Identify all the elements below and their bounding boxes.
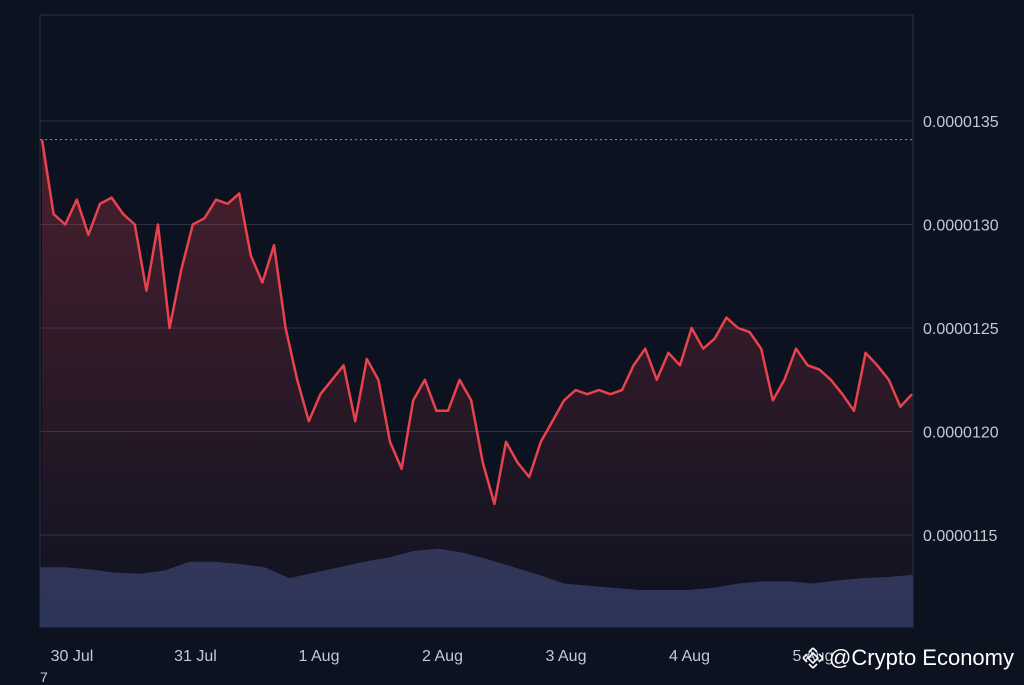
price-area-fill [42, 139, 912, 627]
x-tick-label: 5 Aug [793, 648, 834, 665]
y-tick-label: 0.0000120 [923, 425, 999, 442]
x-tick-label: 30 Jul [51, 648, 94, 665]
price-area [42, 139, 912, 627]
y-axis-ticks: 0.0000135 0.0000130 0.0000125 0.0000120 0.00… [923, 114, 999, 545]
watermark: @Crypto Economy [801, 645, 1014, 671]
x-tick-label: 4 Aug [669, 648, 710, 665]
price-series-line [40, 139, 913, 506]
x-tick-label: 3 Aug [546, 648, 587, 665]
y-tick-label: 0.0000125 [923, 321, 999, 338]
y-tick-label: 0.0000115 [923, 528, 998, 545]
y-tick-label: 0.0000130 [923, 218, 999, 235]
x-tick-label: 2 Aug [422, 648, 463, 665]
x-tick-label: 31 Jul [174, 648, 217, 665]
y-tick-label: 0.0000135 [923, 114, 999, 131]
price-line [40, 139, 913, 506]
footnote: 7 [40, 669, 48, 685]
x-axis-ticks: 30 Jul 31 Jul 1 Aug 2 Aug 3 Aug 4 Aug 5 Aug [51, 648, 834, 665]
binance-logo-icon [802, 647, 824, 669]
watermark-text: @Crypto Economy [829, 645, 1014, 670]
x-tick-label: 1 Aug [299, 648, 340, 665]
